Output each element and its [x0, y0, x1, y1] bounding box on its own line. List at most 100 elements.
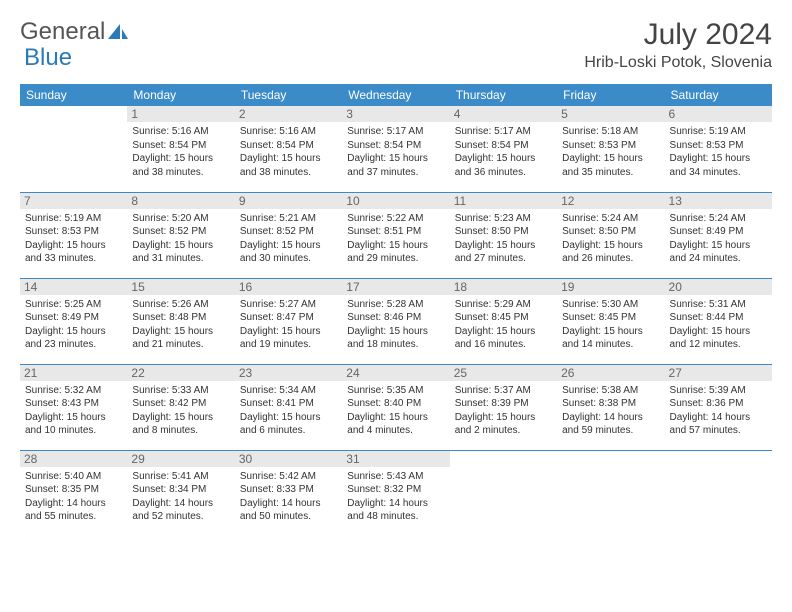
- day-number: 5: [557, 106, 664, 122]
- day-number: 9: [235, 193, 342, 209]
- day-details: Sunrise: 5:25 AMSunset: 8:49 PMDaylight:…: [25, 298, 122, 352]
- day-number: 24: [342, 365, 449, 381]
- header: General July 2024 Hrib-Loski Potok, Slov…: [20, 18, 772, 72]
- day-details: Sunrise: 5:21 AMSunset: 8:52 PMDaylight:…: [240, 212, 337, 266]
- day-details: Sunrise: 5:17 AMSunset: 8:54 PMDaylight:…: [455, 125, 552, 179]
- weekday-header: Sunday: [20, 84, 127, 106]
- calendar-day-cell: 23 Sunrise: 5:34 AMSunset: 8:41 PMDayligh…: [235, 364, 342, 450]
- calendar-week-row: 21Sunrise: 5:32 AMSunset: 8:43 PMDayligh…: [20, 364, 772, 450]
- day-number: 23: [235, 365, 342, 381]
- day-number: 17: [342, 279, 449, 295]
- calendar-day-cell: 5 Sunrise: 5:18 AMSunset: 8:53 PMDaylight…: [557, 106, 664, 192]
- day-details: Sunrise: 5:42 AMSunset: 8:33 PMDaylight:…: [240, 470, 337, 524]
- weekday-header-row: SundayMondayTuesdayWednesdayThursdayFrid…: [20, 84, 772, 106]
- calendar-day-cell: 13 Sunrise: 5:24 AMSunset: 8:49 PMDayligh…: [665, 192, 772, 278]
- calendar-day-cell: 20 Sunrise: 5:31 AMSunset: 8:44 PMDayligh…: [665, 278, 772, 364]
- day-details: Sunrise: 5:30 AMSunset: 8:45 PMDaylight:…: [562, 298, 659, 352]
- day-details: Sunrise: 5:18 AMSunset: 8:53 PMDaylight:…: [562, 125, 659, 179]
- day-number: 21: [20, 365, 127, 381]
- calendar-day-cell: 29 Sunrise: 5:41 AMSunset: 8:34 PMDayligh…: [127, 450, 234, 536]
- location: Hrib-Loski Potok, Slovenia: [584, 54, 772, 72]
- calendar-day-cell: 24 Sunrise: 5:35 AMSunset: 8:40 PMDayligh…: [342, 364, 449, 450]
- day-details: Sunrise: 5:22 AMSunset: 8:51 PMDaylight:…: [347, 212, 444, 266]
- calendar-day-cell: 22Sunrise: 5:33 AMSunset: 8:42 PMDayligh…: [127, 364, 234, 450]
- calendar-day-cell: 26Sunrise: 5:38 AMSunset: 8:38 PMDayligh…: [557, 364, 664, 450]
- calendar-day-cell: 17Sunrise: 5:28 AMSunset: 8:46 PMDayligh…: [342, 278, 449, 364]
- calendar-day-cell: 4Sunrise: 5:17 AMSunset: 8:54 PMDaylight…: [450, 106, 557, 192]
- day-number: 14: [20, 279, 127, 295]
- day-number: 18: [450, 279, 557, 295]
- calendar-day-cell: 2 Sunrise: 5:16 AMSunset: 8:54 PMDaylight…: [235, 106, 342, 192]
- calendar-day-cell: 15 Sunrise: 5:26 AMSunset: 8:48 PMDayligh…: [127, 278, 234, 364]
- calendar-week-row: 7 Sunrise: 5:19 AMSunset: 8:53 PMDaylight…: [20, 192, 772, 278]
- day-number: 13: [665, 193, 772, 209]
- calendar-day-cell: 1 Sunrise: 5:16 AMSunset: 8:54 PMDaylight…: [127, 106, 234, 192]
- calendar-day-cell: 25Sunrise: 5:37 AMSunset: 8:39 PMDayligh…: [450, 364, 557, 450]
- day-details: Sunrise: 5:35 AMSunset: 8:40 PMDaylight:…: [347, 384, 444, 438]
- calendar-day-cell: 14 Sunrise: 5:25 AMSunset: 8:49 PMDayligh…: [20, 278, 127, 364]
- calendar-week-row: 1 Sunrise: 5:16 AMSunset: 8:54 PMDaylight…: [20, 106, 772, 192]
- calendar-day-cell: 6 Sunrise: 5:19 AMSunset: 8:53 PMDaylight…: [665, 106, 772, 192]
- day-number: 30: [235, 451, 342, 467]
- day-details: Sunrise: 5:20 AMSunset: 8:52 PMDaylight:…: [132, 212, 229, 266]
- day-number: 8: [127, 193, 234, 209]
- day-number: 1: [127, 106, 234, 122]
- calendar-day-cell: 18 Sunrise: 5:29 AMSunset: 8:45 PMDayligh…: [450, 278, 557, 364]
- day-number: 12: [557, 193, 664, 209]
- calendar-day-cell: 21Sunrise: 5:32 AMSunset: 8:43 PMDayligh…: [20, 364, 127, 450]
- calendar-week-row: 14 Sunrise: 5:25 AMSunset: 8:49 PMDayligh…: [20, 278, 772, 364]
- weekday-header: Friday: [557, 84, 664, 106]
- calendar-day-cell: 3Sunrise: 5:17 AMSunset: 8:54 PMDaylight…: [342, 106, 449, 192]
- day-number: 15: [127, 279, 234, 295]
- brand-sail-icon: [107, 23, 129, 41]
- weekday-header: Monday: [127, 84, 234, 106]
- day-number: 6: [665, 106, 772, 122]
- day-details: Sunrise: 5:24 AMSunset: 8:50 PMDaylight:…: [562, 212, 659, 266]
- calendar-day-cell: 9 Sunrise: 5:21 AMSunset: 8:52 PMDaylight…: [235, 192, 342, 278]
- calendar-day-cell: 28Sunrise: 5:40 AMSunset: 8:35 PMDayligh…: [20, 450, 127, 536]
- weekday-header: Tuesday: [235, 84, 342, 106]
- day-number: 10: [342, 193, 449, 209]
- calendar-day-cell: 30 Sunrise: 5:42 AMSunset: 8:33 PMDayligh…: [235, 450, 342, 536]
- day-details: Sunrise: 5:19 AMSunset: 8:53 PMDaylight:…: [670, 125, 767, 179]
- calendar-table: SundayMondayTuesdayWednesdayThursdayFrid…: [20, 84, 772, 536]
- day-number: 20: [665, 279, 772, 295]
- weekday-header: Thursday: [450, 84, 557, 106]
- day-details: Sunrise: 5:38 AMSunset: 8:38 PMDaylight:…: [562, 384, 659, 438]
- weekday-header: Wednesday: [342, 84, 449, 106]
- calendar-day-cell: [557, 450, 664, 536]
- day-details: Sunrise: 5:26 AMSunset: 8:48 PMDaylight:…: [132, 298, 229, 352]
- day-number: 29: [127, 451, 234, 467]
- day-details: Sunrise: 5:24 AMSunset: 8:49 PMDaylight:…: [670, 212, 767, 266]
- calendar-day-cell: 11Sunrise: 5:23 AMSunset: 8:50 PMDayligh…: [450, 192, 557, 278]
- day-number: 28: [20, 451, 127, 467]
- calendar-day-cell: 27Sunrise: 5:39 AMSunset: 8:36 PMDayligh…: [665, 364, 772, 450]
- day-details: Sunrise: 5:33 AMSunset: 8:42 PMDaylight:…: [132, 384, 229, 438]
- day-details: Sunrise: 5:29 AMSunset: 8:45 PMDaylight:…: [455, 298, 552, 352]
- calendar-day-cell: 10 Sunrise: 5:22 AMSunset: 8:51 PMDayligh…: [342, 192, 449, 278]
- day-number: 19: [557, 279, 664, 295]
- brand-logo-line2: Blue: [24, 44, 72, 72]
- calendar-day-cell: 12 Sunrise: 5:24 AMSunset: 8:50 PMDayligh…: [557, 192, 664, 278]
- day-number: 2: [235, 106, 342, 122]
- calendar-day-cell: [20, 106, 127, 192]
- day-number: 16: [235, 279, 342, 295]
- day-details: Sunrise: 5:23 AMSunset: 8:50 PMDaylight:…: [455, 212, 552, 266]
- calendar-body: 1 Sunrise: 5:16 AMSunset: 8:54 PMDaylight…: [20, 106, 772, 536]
- day-details: Sunrise: 5:43 AMSunset: 8:32 PMDaylight:…: [347, 470, 444, 524]
- calendar-day-cell: [665, 450, 772, 536]
- brand-text-1: General: [20, 18, 105, 46]
- day-details: Sunrise: 5:19 AMSunset: 8:53 PMDaylight:…: [25, 212, 122, 266]
- calendar-day-cell: 7 Sunrise: 5:19 AMSunset: 8:53 PMDaylight…: [20, 192, 127, 278]
- day-details: Sunrise: 5:16 AMSunset: 8:54 PMDaylight:…: [240, 125, 337, 179]
- day-details: Sunrise: 5:41 AMSunset: 8:34 PMDaylight:…: [132, 470, 229, 524]
- day-number: 7: [20, 193, 127, 209]
- title-block: July 2024 Hrib-Loski Potok, Slovenia: [584, 18, 772, 72]
- weekday-header: Saturday: [665, 84, 772, 106]
- day-details: Sunrise: 5:31 AMSunset: 8:44 PMDaylight:…: [670, 298, 767, 352]
- calendar-day-cell: 16Sunrise: 5:27 AMSunset: 8:47 PMDayligh…: [235, 278, 342, 364]
- day-details: Sunrise: 5:34 AMSunset: 8:41 PMDaylight:…: [240, 384, 337, 438]
- day-details: Sunrise: 5:16 AMSunset: 8:54 PMDaylight:…: [132, 125, 229, 179]
- calendar-day-cell: 8 Sunrise: 5:20 AMSunset: 8:52 PMDaylight…: [127, 192, 234, 278]
- calendar-day-cell: 31Sunrise: 5:43 AMSunset: 8:32 PMDayligh…: [342, 450, 449, 536]
